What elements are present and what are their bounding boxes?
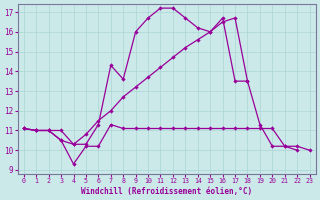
X-axis label: Windchill (Refroidissement éolien,°C): Windchill (Refroidissement éolien,°C) [81,187,252,196]
